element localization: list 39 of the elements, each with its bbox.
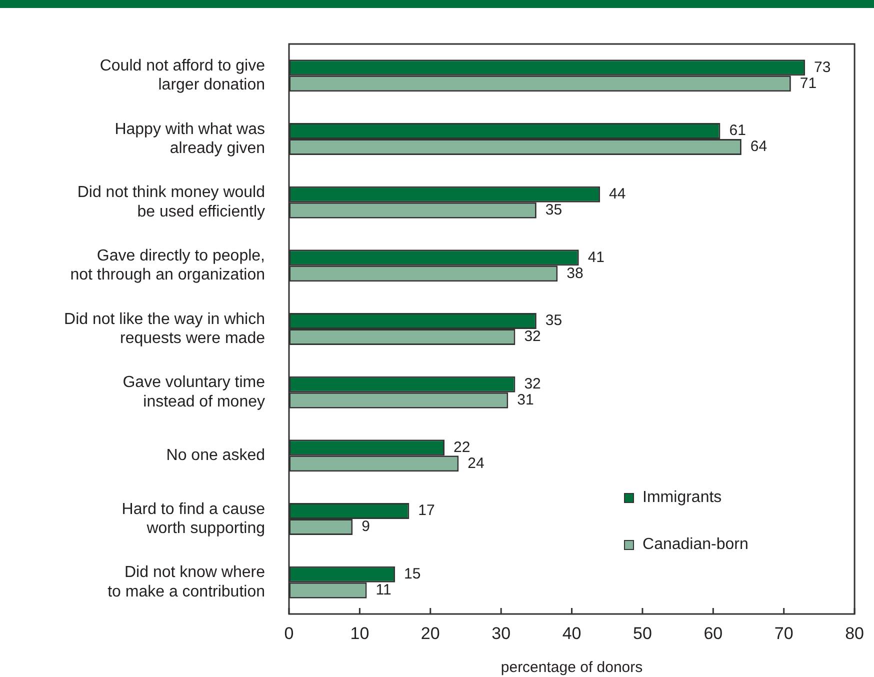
data-label: 17 bbox=[418, 502, 435, 520]
x-tick-label: 70 bbox=[774, 624, 794, 643]
y-tick-label: Gave directly to people, not through an organization bbox=[70, 247, 265, 284]
x-tick-label: 40 bbox=[562, 624, 582, 643]
x-tick-label: 80 bbox=[845, 624, 864, 643]
data-label: 31 bbox=[517, 391, 534, 408]
data-label: 32 bbox=[524, 375, 541, 392]
data-label: 15 bbox=[404, 565, 421, 582]
x-tick-label: 50 bbox=[633, 624, 652, 643]
y-tick-label: Hard to find a cause worth supporting bbox=[122, 500, 266, 538]
y-tick-label: Happy with what was already given bbox=[114, 120, 265, 158]
x-axis-title: percentage of donors bbox=[500, 659, 643, 676]
data-label: 24 bbox=[468, 454, 484, 472]
data-label: 73 bbox=[814, 58, 831, 76]
data-label: 41 bbox=[588, 248, 605, 266]
data-label: 71 bbox=[800, 74, 817, 92]
data-label: 61 bbox=[729, 122, 746, 140]
data-label: 35 bbox=[545, 201, 562, 218]
legend-label: Canadian-born bbox=[642, 536, 748, 554]
y-tick-label: No one asked bbox=[166, 447, 265, 464]
y-tick-label: Could not afford to give larger donation bbox=[100, 57, 266, 94]
x-tick-label: 10 bbox=[350, 624, 370, 643]
data-label: 11 bbox=[376, 581, 392, 598]
data-label: 32 bbox=[524, 328, 541, 346]
legend-label: Immigrants bbox=[642, 489, 722, 507]
data-label: 38 bbox=[566, 264, 584, 282]
x-tick-label: 60 bbox=[704, 624, 723, 643]
data-label: 64 bbox=[750, 138, 768, 156]
data-label: 9 bbox=[362, 518, 370, 536]
y-tick-label: Did not think money would be used efficiently bbox=[77, 184, 265, 220]
x-tick-label: 20 bbox=[420, 624, 440, 643]
data-label: 22 bbox=[454, 438, 470, 456]
x-tick-label: 30 bbox=[492, 624, 511, 643]
y-tick-label: Gave voluntary time instead of money bbox=[122, 374, 266, 410]
y-tick-label: Did not like the way in which requests were made bbox=[64, 310, 266, 348]
data-label: 35 bbox=[545, 312, 562, 330]
y-tick-label: Did not know where to make a contribution bbox=[108, 564, 266, 600]
data-label: 44 bbox=[609, 185, 626, 202]
x-tick-label: 0 bbox=[284, 624, 294, 643]
